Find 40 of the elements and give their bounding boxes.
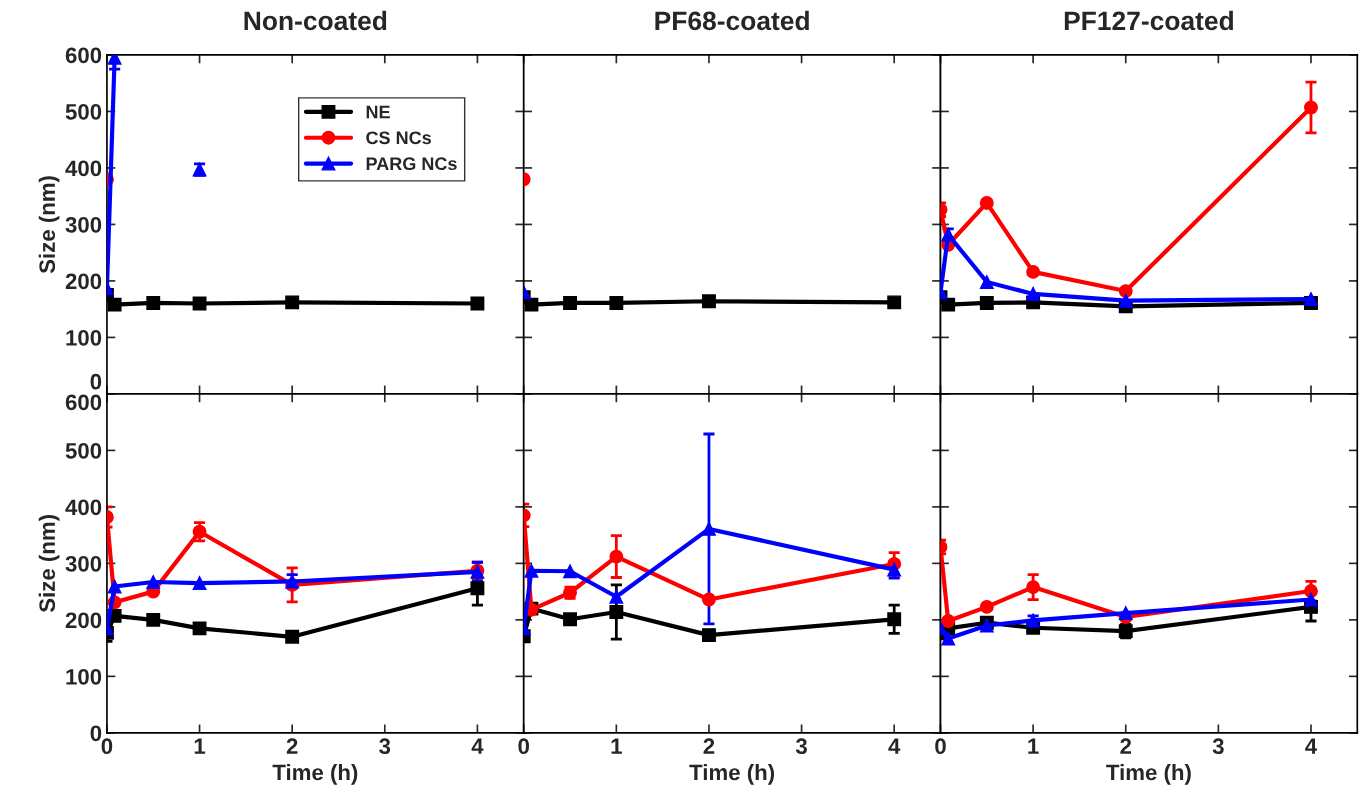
x-tick-label: 1	[1028, 738, 1039, 754]
x-tick-label: 1	[611, 738, 622, 754]
x-axis-title: Time (h)	[1106, 763, 1191, 785]
x-tick-label: 2	[286, 738, 298, 754]
x-tick-label: 1	[194, 738, 206, 754]
y-tick-label: 0	[90, 725, 102, 742]
y-tick-label: 500	[65, 442, 102, 459]
y-tick-label: 400	[65, 499, 102, 516]
legend-label: NE	[366, 105, 390, 119]
x-tick-label: 2	[703, 738, 715, 754]
y-tick-label: 100	[66, 668, 102, 685]
x-tick-label: 4	[1305, 738, 1318, 754]
y-tick-label: 200	[65, 273, 102, 290]
x-axis-title: Time (h)	[272, 763, 358, 785]
y-tick-label: 100	[66, 329, 102, 346]
x-tick-label: 0	[518, 738, 529, 755]
x-tick-label: 0	[935, 738, 946, 755]
legend-label: CS NCs	[366, 131, 431, 145]
x-tick-label: 4	[888, 738, 901, 754]
chart-title: Non-coated	[244, 10, 387, 31]
y-axis-title: Size (nm)	[38, 176, 60, 274]
x-tick-label: 0	[101, 738, 113, 755]
y-tick-label: 400	[65, 160, 102, 177]
y-tick-label: 300	[65, 216, 102, 233]
y-tick-label: 600	[65, 394, 102, 411]
y-axis-title: Size (nm)	[38, 515, 60, 613]
y-tick-label: 600	[65, 47, 102, 64]
x-tick-label: 3	[1212, 738, 1224, 755]
y-tick-label: 0	[90, 373, 102, 390]
x-tick-label: 2	[1120, 738, 1132, 754]
legend-label: PARG NCs	[366, 157, 457, 171]
y-tick-label: 300	[65, 555, 102, 572]
y-tick-label: 500	[65, 103, 102, 120]
y-tick-label: 200	[65, 612, 102, 629]
chart-title: PF68-coated	[655, 10, 809, 31]
x-axis-title: Time (h)	[689, 763, 775, 785]
chart-title: PF127-coated	[1064, 10, 1233, 31]
x-tick-label: 3	[795, 738, 807, 755]
x-tick-label: 4	[471, 738, 484, 754]
x-tick-label: 3	[379, 738, 391, 755]
